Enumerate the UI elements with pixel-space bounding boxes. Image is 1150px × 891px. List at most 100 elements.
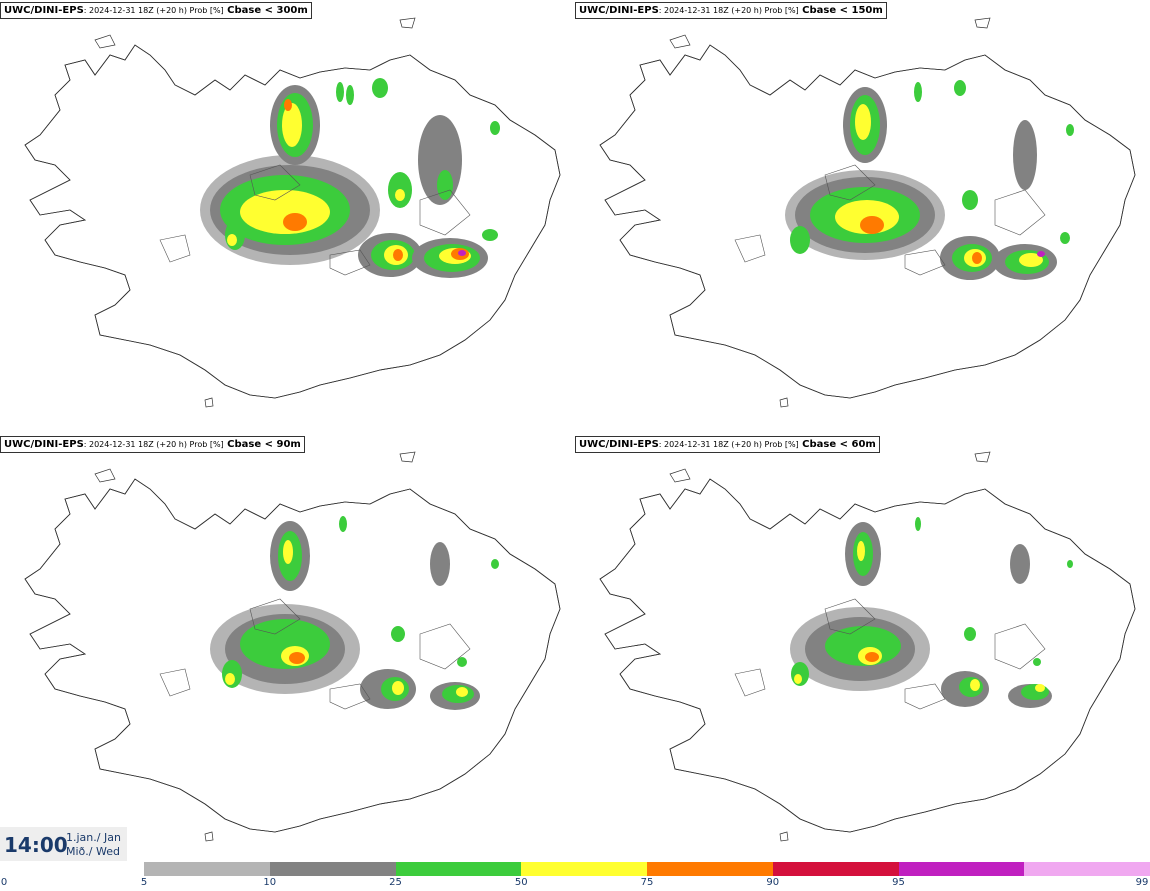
probability-area	[491, 559, 499, 569]
probability-area	[1019, 253, 1043, 267]
probability-area	[1013, 120, 1037, 190]
iceland-map	[24, 451, 561, 842]
island	[779, 831, 789, 842]
probability-area	[1033, 658, 1041, 666]
glacier-outline	[904, 249, 946, 276]
island	[204, 397, 214, 408]
probability-area	[225, 220, 245, 250]
glacier-outline	[159, 234, 191, 263]
probability-area	[289, 652, 305, 664]
probability-area	[1037, 251, 1045, 257]
title-variable: Cbase < 60m	[798, 439, 876, 450]
probability-area	[857, 541, 865, 561]
map-panel-60m: UWC/DINI-EPS: 2024-12-31 18Z (+20 h) Pro…	[575, 434, 1150, 870]
glacier-outline	[994, 189, 1046, 236]
valid-hour: 14:00	[4, 833, 68, 857]
colorbar-tick-label: 25	[389, 877, 402, 888]
probability-area	[283, 213, 307, 231]
probability-area	[794, 674, 802, 684]
glacier-outline	[734, 234, 766, 263]
colorbar-segment	[898, 862, 1025, 876]
glacier-outline	[904, 683, 946, 710]
valid-date: 1.jan./ Jan	[66, 831, 121, 844]
probability-area	[860, 216, 884, 234]
map-panel-150m: UWC/DINI-EPS: 2024-12-31 18Z (+20 h) Pro…	[575, 0, 1150, 436]
probability-area	[1010, 544, 1030, 584]
island	[669, 34, 691, 49]
panel-title: UWC/DINI-EPS: 2024-12-31 18Z (+20 h) Pro…	[575, 2, 887, 19]
title-source: UWC/DINI-EPS	[4, 5, 84, 16]
colorbar-segment	[1024, 862, 1150, 876]
island	[669, 468, 691, 483]
glacier-outline	[249, 164, 301, 201]
glacier-outline	[734, 668, 766, 697]
iceland-map	[599, 451, 1136, 842]
title-source: UWC/DINI-EPS	[579, 439, 659, 450]
coastline-outline	[24, 478, 561, 833]
glacier-outline	[419, 623, 471, 670]
glacier-outline	[159, 668, 191, 697]
colorbar-tick-label: 10	[263, 877, 277, 888]
probability-area	[457, 657, 467, 667]
colorbar-segment	[772, 862, 899, 876]
colorbar-segment	[144, 862, 270, 876]
probability-area	[964, 627, 976, 641]
colorbar-segment	[269, 862, 396, 876]
probability-area	[1035, 684, 1045, 692]
valid-time-box: 14:00 1.jan./ Jan Mið./ Wed	[0, 827, 127, 861]
colorbar-segment	[521, 862, 647, 876]
probability-area	[227, 234, 237, 246]
colorbar-tick-label: 99	[1135, 877, 1149, 888]
probability-area	[240, 190, 330, 234]
probability-area	[855, 104, 871, 140]
island	[974, 17, 991, 29]
glacier-outline	[994, 623, 1046, 670]
probability-area	[372, 78, 388, 98]
title-source: UWC/DINI-EPS	[4, 439, 84, 450]
title-variable: Cbase < 90m	[223, 439, 301, 450]
probability-area	[865, 652, 879, 662]
colorbar-tick-label: 5	[140, 877, 148, 888]
glacier-outline	[824, 164, 876, 201]
colorbar-tick-label: 0	[0, 877, 8, 888]
colorbar-tick-label: 90	[766, 877, 780, 888]
island	[204, 831, 214, 842]
title-meta: : 2024-12-31 18Z (+20 h) Prob [%]	[83, 440, 224, 449]
probability-area	[437, 170, 453, 200]
probability-area	[282, 103, 302, 147]
map-panel-300m: UWC/DINI-EPS: 2024-12-31 18Z (+20 h) Pro…	[0, 0, 575, 436]
probability-area	[1060, 232, 1070, 244]
probability-area	[391, 626, 405, 642]
colorbar-tick-label: 50	[514, 877, 528, 888]
glacier-outline	[419, 189, 471, 236]
title-variable: Cbase < 300m	[223, 5, 308, 16]
probability-area	[430, 542, 450, 586]
glacier-outline	[329, 683, 371, 710]
probability-area	[972, 252, 982, 264]
island	[779, 397, 789, 408]
panel-title: UWC/DINI-EPS: 2024-12-31 18Z (+20 h) Pro…	[575, 436, 880, 453]
probability-area	[284, 99, 292, 111]
probability-area	[346, 85, 354, 105]
iceland-map	[599, 17, 1136, 408]
iceland-map	[24, 17, 561, 408]
map-panel-90m: UWC/DINI-EPS: 2024-12-31 18Z (+20 h) Pro…	[0, 434, 575, 870]
probability-area	[490, 121, 500, 135]
panel-title: UWC/DINI-EPS: 2024-12-31 18Z (+20 h) Pro…	[0, 436, 305, 453]
probability-area	[225, 673, 235, 685]
title-variable: Cbase < 150m	[798, 5, 883, 16]
colorbar-tick-label: 75	[640, 877, 654, 888]
probability-area	[339, 516, 347, 532]
probability-area	[970, 679, 980, 691]
probability-area	[1067, 560, 1073, 568]
panel-title: UWC/DINI-EPS: 2024-12-31 18Z (+20 h) Pro…	[0, 2, 312, 19]
valid-weekday: Mið./ Wed	[66, 845, 120, 858]
probability-area	[395, 189, 405, 201]
colorbar-segment	[647, 862, 773, 876]
probability-area	[458, 250, 466, 256]
probability-area	[336, 82, 344, 102]
title-meta: : 2024-12-31 18Z (+20 h) Prob [%]	[658, 6, 799, 15]
title-meta: : 2024-12-31 18Z (+20 h) Prob [%]	[83, 6, 224, 15]
island	[399, 451, 416, 463]
probability-area	[393, 249, 403, 261]
